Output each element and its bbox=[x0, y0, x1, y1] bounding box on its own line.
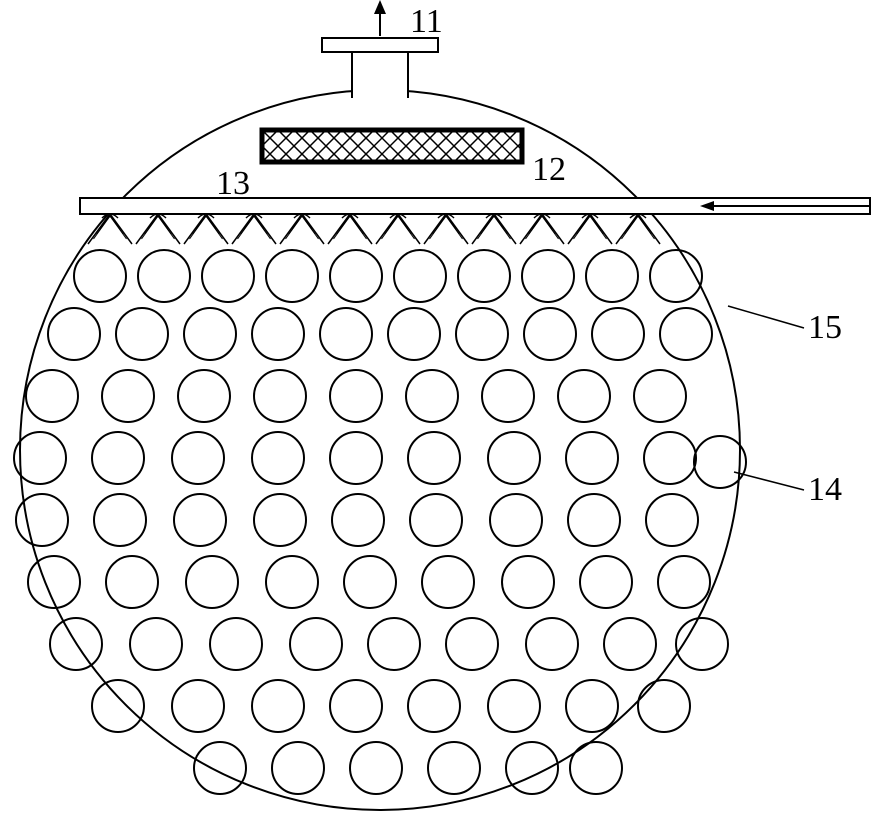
nozzle-neck-mask bbox=[352, 50, 408, 98]
arrow-up-head bbox=[374, 0, 386, 14]
label-14: 14 bbox=[808, 471, 842, 508]
label-13: 13 bbox=[216, 165, 250, 202]
tube bbox=[638, 680, 690, 732]
label-15: 15 bbox=[808, 309, 842, 346]
label-12: 12 bbox=[532, 151, 566, 188]
demister bbox=[230, 130, 550, 162]
label-15-leader bbox=[728, 306, 804, 328]
label-11: 11 bbox=[410, 3, 443, 40]
tube bbox=[570, 742, 622, 794]
nozzle-flange bbox=[322, 38, 438, 52]
label-14-leader bbox=[734, 472, 804, 490]
